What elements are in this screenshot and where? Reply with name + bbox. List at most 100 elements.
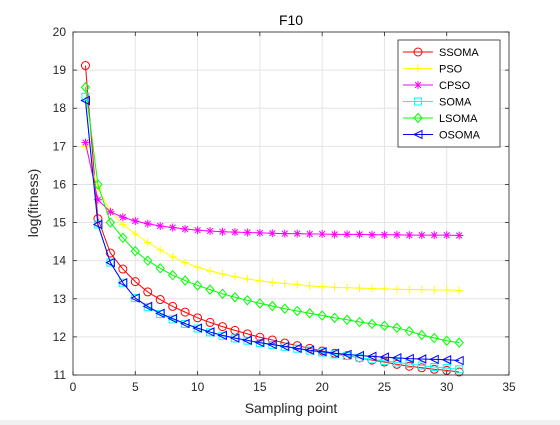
- data-point: [192, 323, 203, 333]
- data-point: [367, 284, 376, 293]
- y-axis-label: log(fitness): [25, 169, 41, 237]
- plot-frame: [72, 31, 510, 376]
- data-point: [293, 229, 302, 238]
- data-point: [193, 226, 202, 235]
- data-point: [430, 231, 439, 240]
- data-point: [430, 362, 439, 371]
- data-point: [292, 343, 302, 354]
- data-point: [192, 280, 203, 291]
- data-point: [130, 245, 140, 257]
- x-axis-label: Sampling point: [245, 400, 338, 416]
- series-osoma: [80, 95, 464, 366]
- data-point: [155, 295, 165, 305]
- legend-label: LSOMA: [439, 113, 478, 125]
- data-point: [379, 352, 389, 362]
- legend-label: PSO: [439, 64, 463, 76]
- data-point: [80, 82, 91, 93]
- x-tick-label: 20: [315, 380, 329, 394]
- data-point: [454, 355, 464, 366]
- data-point: [254, 337, 265, 348]
- data-point: [181, 225, 190, 234]
- data-point: [430, 286, 439, 295]
- data-point: [156, 245, 165, 254]
- y-tick-label: 11: [54, 368, 67, 382]
- legend-label: SOMA: [439, 97, 472, 109]
- data-point: [143, 238, 152, 247]
- data-point: [167, 269, 178, 281]
- data-point: [155, 308, 165, 319]
- data-point: [230, 292, 240, 303]
- y-tick-label: 17: [53, 139, 67, 153]
- data-point: [442, 286, 451, 295]
- data-point: [156, 221, 165, 230]
- x-tick-label: 10: [191, 380, 205, 394]
- data-point: [242, 295, 253, 306]
- data-point: [343, 230, 352, 239]
- data-point: [355, 284, 364, 293]
- data-point: [255, 276, 264, 285]
- data-point: [280, 229, 289, 238]
- data-point: [267, 339, 277, 350]
- data-point: [106, 207, 115, 216]
- data-point: [93, 195, 102, 204]
- x-tick-label: 0: [70, 380, 77, 394]
- legend-label: SSOMA: [439, 47, 479, 59]
- data-point: [229, 333, 240, 343]
- data-point: [218, 270, 227, 279]
- data-point: [118, 220, 127, 229]
- data-point: [380, 230, 389, 239]
- data-point: [417, 285, 426, 294]
- legend-item: LSOMA: [403, 112, 478, 125]
- data-point: [92, 219, 103, 230]
- data-point: [280, 279, 289, 288]
- data-point: [230, 228, 239, 237]
- data-point: [416, 354, 427, 364]
- series-layer: [80, 61, 464, 377]
- legend-item: SSOMA: [403, 47, 479, 59]
- data-point: [392, 358, 401, 367]
- data-point: [105, 257, 115, 268]
- legend-item: SOMA: [403, 97, 472, 109]
- data-point: [230, 325, 240, 335]
- x-tick-label: 15: [253, 380, 267, 394]
- series-pso: [81, 142, 464, 295]
- data-point: [391, 353, 402, 363]
- data-point: [131, 217, 140, 226]
- data-point: [143, 255, 153, 266]
- series-line: [84, 87, 460, 344]
- legend-item: OSOMA: [403, 130, 481, 142]
- data-point: [80, 95, 90, 106]
- data-point: [118, 232, 128, 244]
- data-point: [280, 303, 290, 314]
- y-tick-label: 13: [53, 292, 67, 306]
- series-line: [84, 65, 460, 373]
- data-point: [243, 274, 252, 283]
- data-point: [455, 286, 464, 295]
- data-point: [180, 307, 190, 317]
- x-tick-label: 5: [132, 380, 139, 394]
- data-point: [317, 346, 327, 357]
- data-point: [268, 229, 277, 238]
- data-point: [392, 285, 401, 294]
- data-point: [206, 266, 215, 275]
- data-point: [217, 330, 227, 341]
- data-point: [417, 329, 427, 341]
- data-point: [329, 348, 340, 359]
- data-point: [93, 179, 103, 190]
- data-point: [392, 322, 402, 333]
- data-point: [454, 337, 464, 348]
- data-point: [417, 231, 426, 240]
- legend-marker: [414, 97, 422, 106]
- y-tick-label: 14: [53, 254, 67, 268]
- data-point: [366, 351, 377, 362]
- legend-marker: [413, 112, 423, 124]
- legend-marker: [414, 81, 422, 89]
- y-tick-label: 18: [53, 101, 67, 115]
- data-point: [168, 252, 177, 261]
- legend-marker: [414, 64, 422, 73]
- data-point: [305, 229, 314, 238]
- data-point: [218, 227, 227, 236]
- data-point: [130, 277, 140, 287]
